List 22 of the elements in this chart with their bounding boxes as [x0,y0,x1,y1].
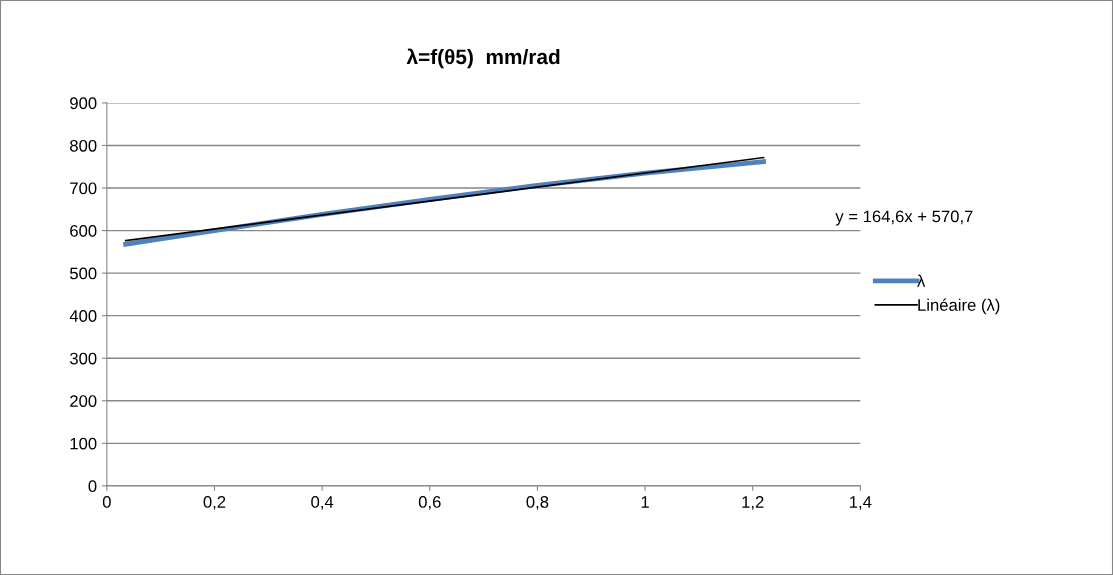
y-tick-label: 600 [70,224,97,237]
x-tick-label: 1,4 [850,496,872,510]
y-tick-label: 500 [69,267,97,280]
x-tick-label: 0,4 [311,496,334,510]
x-tick-label: 0 [102,496,111,508]
chart-title: λ=f(θ5) mm/rad [406,48,560,69]
x-tick-label: 1,2 [742,496,764,510]
x-tick-label: 0,2 [203,496,226,510]
y-tick-label: 800 [70,139,97,152]
y-tick-label: 100 [70,437,97,450]
legend-label: λ [917,274,926,287]
y-tick-label: 700 [70,182,97,195]
annotation: y = 164,6x + 570,7 [835,210,973,226]
y-tick-label: 300 [69,352,97,365]
x-tick-label: 0,6 [418,496,441,510]
y-tick-label: 200 [70,395,97,407]
x-tick-label: 0,8 [526,496,549,510]
y-tick-label: 900 [70,97,97,110]
x-tick-label: 1 [641,496,649,508]
y-tick-label: 400 [69,310,97,322]
legend-label: Linéaire (λ) [918,298,1000,315]
y-tick-label: 0 [88,480,97,493]
